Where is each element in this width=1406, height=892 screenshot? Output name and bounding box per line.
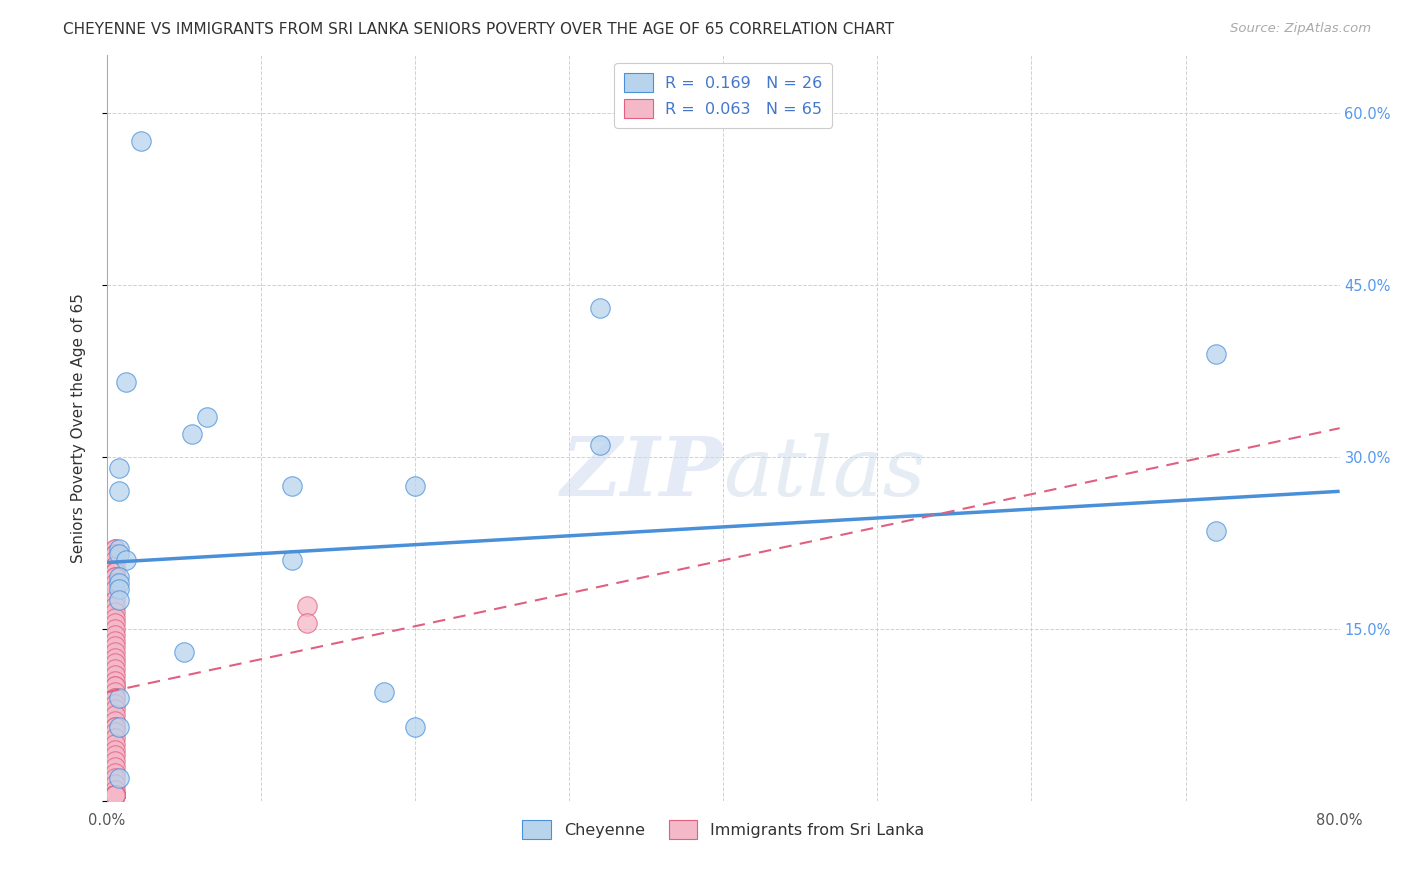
Point — [104, 553, 127, 567]
Point — [297, 616, 319, 631]
Point — [104, 789, 127, 803]
Point — [104, 565, 127, 579]
Point — [589, 438, 612, 452]
Point — [104, 760, 127, 774]
Point — [104, 657, 127, 671]
Point — [104, 782, 127, 797]
Point — [404, 720, 426, 734]
Point — [104, 582, 127, 596]
Legend: Cheyenne, Immigrants from Sri Lanka: Cheyenne, Immigrants from Sri Lanka — [516, 814, 931, 846]
Point — [104, 714, 127, 728]
Point — [108, 570, 131, 584]
Point — [104, 640, 127, 654]
Point — [373, 685, 395, 699]
Point — [104, 690, 127, 705]
Point — [104, 748, 127, 763]
Point — [108, 772, 131, 786]
Point — [108, 576, 131, 591]
Point — [104, 708, 127, 723]
Point — [104, 541, 127, 556]
Point — [104, 697, 127, 711]
Text: Source: ZipAtlas.com: Source: ZipAtlas.com — [1230, 22, 1371, 36]
Point — [104, 650, 127, 665]
Point — [104, 789, 127, 803]
Point — [129, 134, 152, 148]
Point — [281, 553, 304, 567]
Point — [104, 789, 127, 803]
Text: atlas: atlas — [723, 433, 925, 513]
Point — [104, 576, 127, 591]
Point — [104, 628, 127, 642]
Point — [108, 690, 131, 705]
Point — [104, 680, 127, 694]
Point — [104, 789, 127, 803]
Point — [104, 668, 127, 682]
Point — [108, 548, 131, 562]
Point — [104, 725, 127, 739]
Point — [104, 690, 127, 705]
Point — [104, 685, 127, 699]
Point — [104, 731, 127, 745]
Point — [104, 789, 127, 803]
Point — [104, 702, 127, 716]
Point — [104, 616, 127, 631]
Text: ZIP: ZIP — [561, 433, 723, 513]
Point — [104, 558, 127, 573]
Point — [180, 426, 202, 441]
Point — [104, 720, 127, 734]
Point — [104, 789, 127, 803]
Point — [104, 570, 127, 584]
Point — [104, 645, 127, 659]
Point — [108, 461, 131, 475]
Point — [1205, 524, 1227, 539]
Point — [104, 622, 127, 636]
Point — [104, 777, 127, 791]
Point — [114, 376, 136, 390]
Point — [108, 593, 131, 607]
Point — [104, 599, 127, 613]
Point — [104, 605, 127, 619]
Point — [281, 478, 304, 492]
Point — [104, 610, 127, 624]
Point — [104, 680, 127, 694]
Point — [104, 673, 127, 688]
Point — [104, 633, 127, 648]
Point — [108, 720, 131, 734]
Point — [108, 541, 131, 556]
Point — [1205, 346, 1227, 360]
Point — [104, 742, 127, 756]
Point — [104, 789, 127, 803]
Y-axis label: Seniors Poverty Over the Age of 65: Seniors Poverty Over the Age of 65 — [72, 293, 86, 563]
Point — [104, 789, 127, 803]
Point — [104, 565, 127, 579]
Point — [104, 789, 127, 803]
Point — [404, 478, 426, 492]
Point — [104, 662, 127, 676]
Point — [104, 570, 127, 584]
Point — [589, 301, 612, 315]
Point — [104, 737, 127, 751]
Point — [104, 593, 127, 607]
Point — [195, 409, 218, 424]
Point — [104, 789, 127, 803]
Point — [104, 541, 127, 556]
Point — [104, 720, 127, 734]
Point — [108, 484, 131, 499]
Point — [104, 548, 127, 562]
Point — [108, 582, 131, 596]
Point — [114, 553, 136, 567]
Point — [104, 789, 127, 803]
Point — [104, 789, 127, 803]
Point — [104, 754, 127, 768]
Point — [104, 772, 127, 786]
Point — [297, 599, 319, 613]
Text: CHEYENNE VS IMMIGRANTS FROM SRI LANKA SENIORS POVERTY OVER THE AGE OF 65 CORRELA: CHEYENNE VS IMMIGRANTS FROM SRI LANKA SE… — [63, 22, 894, 37]
Point — [173, 645, 195, 659]
Point — [104, 548, 127, 562]
Point — [104, 789, 127, 803]
Point — [104, 765, 127, 780]
Point — [104, 789, 127, 803]
